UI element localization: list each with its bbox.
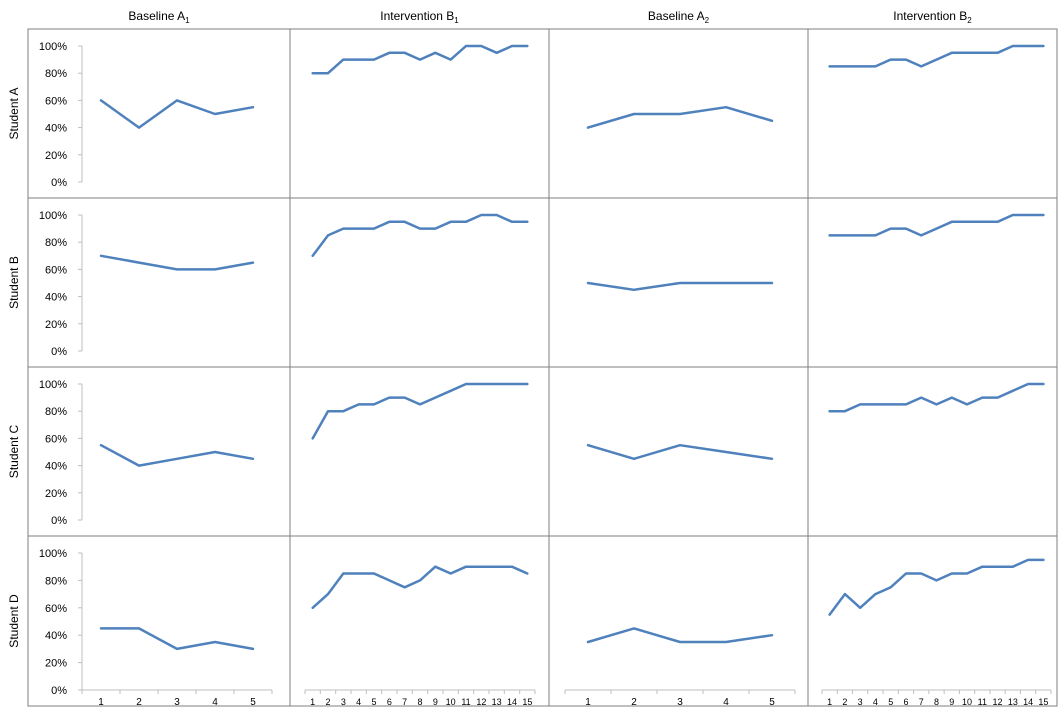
series-line (99, 627, 255, 651)
y-tick-label: 60% (45, 95, 67, 107)
x-tick-label: 12 (476, 697, 486, 707)
x-tick-label: 2 (325, 697, 330, 707)
x-tick-label: 5 (250, 697, 256, 707)
x-tick-label: 4 (723, 697, 729, 707)
x-tick-label: 2 (631, 697, 637, 707)
x-tick-label: 3 (858, 697, 863, 707)
y-tick-label: 40% (45, 630, 67, 642)
y-tick-label: 0% (51, 515, 67, 527)
x-tick-label: 4 (356, 697, 361, 707)
x-tick-label: 3 (174, 697, 180, 707)
x-tick-label: 15 (522, 697, 532, 707)
x-tick-label: 5 (888, 697, 893, 707)
y-tick-label: 60% (45, 264, 67, 276)
row-label: Student A (7, 87, 21, 139)
column-title: Intervention B1 (380, 9, 459, 25)
x-tick-label: 3 (341, 697, 346, 707)
y-tick-label: 0% (51, 346, 67, 358)
y-tick-label: 100% (39, 210, 67, 222)
series-line (586, 443, 774, 461)
y-tick-label: 100% (39, 41, 67, 53)
series-line (311, 44, 529, 75)
x-tick-label: 12 (993, 697, 1003, 707)
series-line (311, 213, 529, 258)
x-tick-label: 1 (827, 697, 832, 707)
series-line (311, 382, 529, 440)
x-tick-label: 6 (903, 697, 908, 707)
column-title: Intervention B2 (893, 9, 972, 25)
series-line (99, 443, 255, 467)
y-tick-label: 80% (45, 237, 67, 249)
column-title: Baseline A2 (648, 9, 710, 25)
y-tick-label: 20% (45, 488, 67, 500)
y-tick-label: 80% (45, 575, 67, 587)
y-tick-label: 80% (45, 68, 67, 80)
series-line (586, 627, 774, 644)
x-tick-label: 10 (962, 697, 972, 707)
series-line (586, 281, 774, 292)
row-label: Student D (7, 594, 21, 648)
y-tick-label: 20% (45, 658, 67, 670)
x-tick-label: 7 (919, 697, 924, 707)
x-tick-label: 13 (1008, 697, 1018, 707)
y-tick-label: 20% (45, 319, 67, 331)
x-tick-label: 10 (446, 697, 456, 707)
series-line (99, 254, 255, 271)
y-tick-label: 60% (45, 433, 67, 445)
series-line (828, 213, 1045, 237)
y-tick-label: 100% (39, 548, 67, 560)
y-tick-label: 40% (45, 292, 67, 304)
x-tick-label: 6 (387, 697, 392, 707)
y-tick-label: 20% (45, 150, 67, 162)
x-tick-label: 14 (1023, 697, 1033, 707)
x-tick-label: 1 (310, 697, 315, 707)
x-tick-label: 4 (212, 697, 218, 707)
x-tick-label: 9 (949, 697, 954, 707)
x-tick-label: 1 (98, 697, 104, 707)
y-tick-label: 80% (45, 406, 67, 418)
y-tick-label: 0% (51, 685, 67, 697)
x-tick-label: 11 (461, 697, 470, 707)
x-tick-label: 13 (492, 697, 502, 707)
x-tick-label: 8 (934, 697, 939, 707)
y-tick-label: 100% (39, 379, 67, 391)
y-tick-label: 40% (45, 123, 67, 135)
x-tick-label: 11 (978, 697, 987, 707)
x-tick-label: 1 (585, 697, 591, 707)
series-line (828, 382, 1045, 413)
x-tick-label: 3 (677, 697, 683, 707)
column-title: Baseline A1 (128, 9, 190, 25)
series-line (828, 44, 1045, 68)
x-tick-label: 5 (769, 697, 775, 707)
x-tick-label: 9 (433, 697, 438, 707)
y-tick-label: 0% (51, 177, 67, 189)
series-line (586, 105, 774, 129)
series-line (828, 558, 1045, 616)
row-label: Student B (7, 256, 21, 309)
x-tick-label: 2 (136, 697, 142, 707)
x-tick-label: 8 (417, 697, 422, 707)
series-line (311, 565, 529, 610)
row-label: Student C (7, 424, 21, 478)
y-tick-label: 60% (45, 603, 67, 615)
x-tick-label: 4 (873, 697, 878, 707)
y-tick-label: 40% (45, 461, 67, 473)
x-tick-label: 14 (507, 697, 517, 707)
x-tick-label: 7 (402, 697, 407, 707)
series-line (99, 99, 255, 129)
x-tick-label: 2 (842, 697, 847, 707)
x-tick-label: 15 (1038, 697, 1048, 707)
x-tick-label: 5 (371, 697, 376, 707)
